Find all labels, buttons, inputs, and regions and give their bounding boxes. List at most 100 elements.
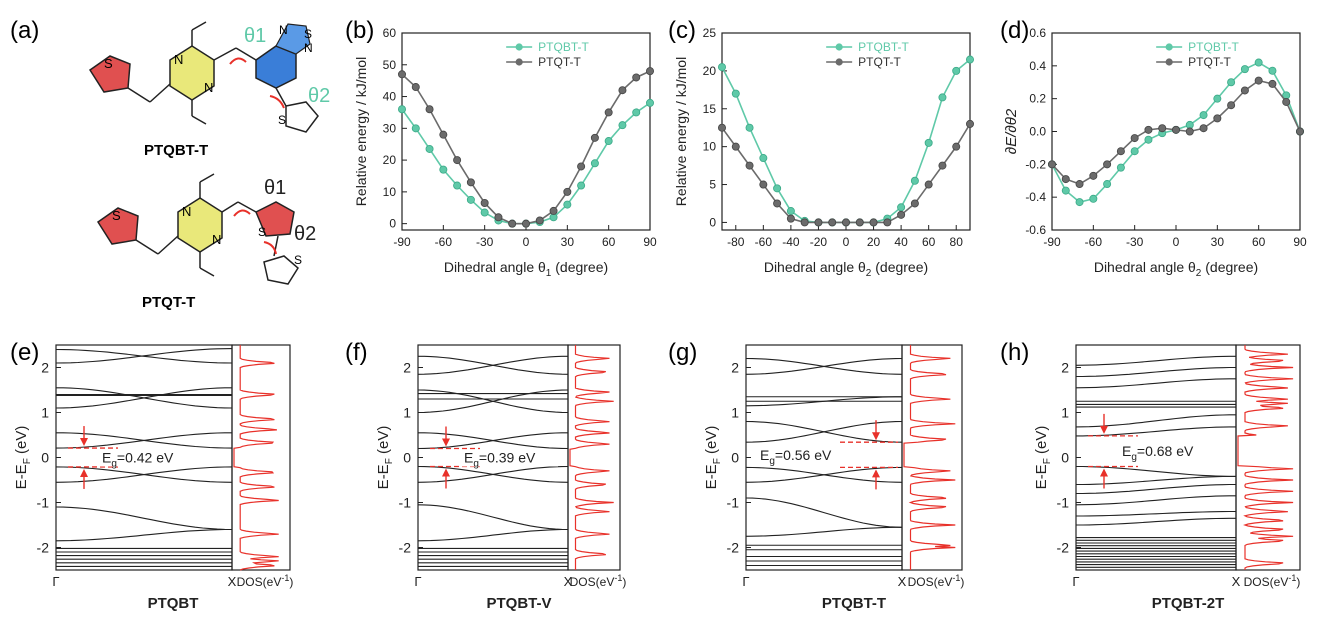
data-point — [1240, 86, 1249, 95]
y-label-part: E-E — [375, 464, 392, 489]
x-tick-label: -90 — [1043, 235, 1061, 249]
data-point — [563, 200, 572, 209]
y-tick-label: 60 — [383, 26, 397, 40]
panel-letter-b: (b) — [345, 17, 374, 44]
gap-label-part: =0.42 eV — [117, 450, 174, 466]
dispersive-band — [745, 497, 903, 528]
legend-marker — [835, 58, 843, 66]
rotation-arrow-theta2 — [263, 241, 277, 255]
y-label-part: (eV) — [375, 426, 392, 459]
legend-label-ptqbt-t: PTQBT-T — [1188, 40, 1239, 54]
x-tick-label: 60 — [602, 235, 616, 249]
data-point — [924, 138, 933, 147]
series-line — [721, 58, 971, 224]
dos-axis-label: DOS(eV-1) — [1244, 573, 1301, 589]
dispersive-band — [417, 528, 568, 542]
dispersive-band — [55, 466, 233, 483]
data-point — [759, 154, 768, 163]
theta1-label: θ1 — [244, 25, 266, 47]
data-point — [897, 210, 906, 219]
data-point — [745, 123, 754, 132]
dispersive-band — [417, 465, 569, 483]
panel-letter-h: (h) — [1000, 339, 1029, 366]
data-point — [1185, 127, 1194, 136]
dispersive-band — [745, 396, 902, 407]
y-axis-label: E-EF (eV) — [703, 426, 723, 490]
series-ptqbt-t — [397, 98, 655, 228]
y-label-part: F — [384, 458, 395, 464]
gap-label-part: g — [473, 459, 479, 470]
x-tick-label: 80 — [950, 235, 964, 249]
dispersive-band — [745, 420, 903, 443]
x-axis-label-tail: (degree) — [551, 259, 608, 275]
rotation-arrow-theta1 — [233, 209, 251, 217]
gap-label-part: =0.68 eV — [1137, 443, 1194, 459]
data-point — [952, 142, 961, 151]
data-point — [1144, 135, 1153, 144]
data-point — [1144, 125, 1153, 134]
x-axis-label-main: Dihedral angle θ — [444, 259, 546, 275]
data-point — [938, 161, 947, 170]
data-point — [800, 218, 809, 227]
data-point — [397, 70, 406, 79]
bond — [191, 21, 207, 31]
data-point — [646, 98, 655, 107]
ring-letter: S — [278, 113, 286, 127]
data-point — [1199, 124, 1208, 133]
data-point — [938, 93, 947, 102]
y-tick-label: 1 — [1061, 405, 1069, 421]
gap-label: Eg=0.39 eV — [464, 450, 536, 470]
y-label-part: E-E — [703, 464, 720, 489]
y-axis-label: E-EF (eV) — [1033, 426, 1053, 490]
gap-label: Eg=0.56 eV — [760, 447, 832, 467]
bond — [235, 47, 257, 61]
gap-label: Eg=0.68 eV — [1122, 443, 1194, 463]
rotation-arrow-theta2 — [269, 95, 285, 109]
y-tick-label: 0 — [709, 215, 716, 229]
dispersive-band — [1076, 517, 1236, 526]
x-tick-label: -40 — [782, 235, 800, 249]
band-panel-title: PTQBT-V — [486, 595, 551, 612]
panel-letter-d: (d) — [1000, 17, 1029, 44]
data-point — [1227, 78, 1236, 87]
x-axis-label: Dihedral angle θ1 (degree) — [444, 259, 608, 279]
y-tick-label: 20 — [703, 64, 717, 78]
y-tick-label: 0 — [403, 450, 411, 466]
bond — [127, 87, 151, 103]
data-point — [522, 219, 531, 228]
data-point — [1116, 147, 1125, 156]
data-point — [1103, 160, 1112, 169]
data-point — [397, 105, 406, 114]
ring-letter: N — [182, 204, 191, 219]
dispersive-band — [418, 432, 569, 450]
data-point — [618, 86, 627, 95]
data-point — [646, 67, 655, 76]
cbm-arrow-head — [80, 438, 88, 447]
x-tick-label-x: X — [228, 574, 237, 589]
data-point — [453, 156, 462, 165]
bond — [275, 87, 287, 107]
x-tick-label: -60 — [1085, 235, 1103, 249]
dispersive-band — [1076, 426, 1236, 437]
dos-curve — [233, 345, 279, 571]
y-tick-label: 0 — [41, 450, 49, 466]
legend-label-ptqt-t: PTQT-T — [1188, 55, 1231, 69]
data-point — [1075, 198, 1084, 207]
data-point — [910, 199, 919, 208]
data-point — [1213, 94, 1222, 103]
bond — [191, 115, 207, 125]
thiadiazole-ring — [275, 23, 311, 55]
data-point — [731, 89, 740, 98]
data-point — [966, 55, 975, 64]
dos-frame — [1235, 344, 1301, 571]
data-point — [466, 195, 475, 204]
y-axis-label: E-EF (eV) — [13, 426, 33, 490]
data-point — [869, 218, 878, 227]
x-tick-label-gamma: Γ — [742, 574, 749, 589]
data-point — [508, 219, 517, 228]
dos-axis-label: DOS(eV-1) — [237, 573, 294, 589]
